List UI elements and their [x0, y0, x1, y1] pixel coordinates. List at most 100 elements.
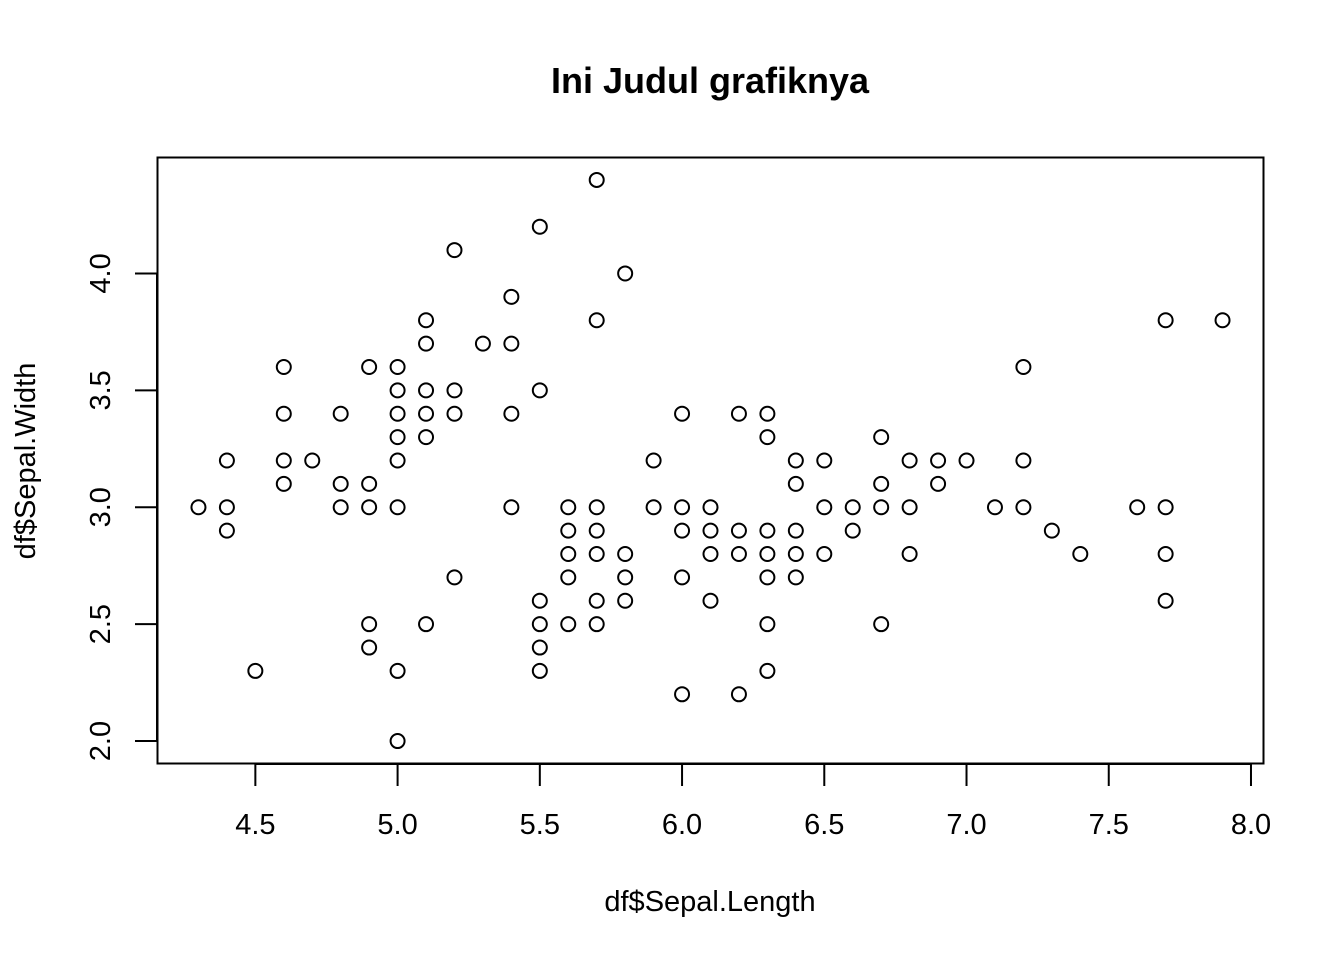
data-point [674, 686, 691, 703]
data-point [588, 499, 605, 516]
data-point [418, 312, 435, 329]
data-point [503, 499, 520, 516]
data-point [588, 522, 605, 539]
data-point [1157, 499, 1174, 516]
data-point [617, 569, 634, 586]
data-point [787, 475, 804, 492]
data-point [873, 475, 890, 492]
data-point [531, 616, 548, 633]
data-point [1072, 546, 1089, 563]
data-point [759, 662, 776, 679]
data-point [560, 522, 577, 539]
data-point [588, 171, 605, 188]
data-point [816, 499, 833, 516]
data-point [674, 569, 691, 586]
data-point [816, 546, 833, 563]
x-tick-label: 5.5 [520, 809, 560, 841]
data-point [1214, 312, 1231, 329]
data-point [901, 546, 918, 563]
data-point [389, 499, 406, 516]
data-point [759, 429, 776, 446]
data-point [588, 592, 605, 609]
x-axis-label: df$Sepal.Length [604, 886, 815, 918]
data-point [389, 405, 406, 422]
data-point [531, 382, 548, 399]
data-point [446, 405, 463, 422]
data-points [190, 171, 1231, 750]
data-point [361, 639, 378, 656]
data-point [645, 499, 662, 516]
y-tick-label: 3.0 [85, 487, 117, 527]
data-point [1015, 499, 1032, 516]
data-point [275, 475, 292, 492]
data-point [730, 405, 747, 422]
data-point [218, 522, 235, 539]
data-point [730, 546, 747, 563]
data-point [986, 499, 1003, 516]
data-point [1157, 312, 1174, 329]
data-point [361, 499, 378, 516]
x-tick-label: 7.0 [946, 809, 986, 841]
data-point [560, 546, 577, 563]
data-point [389, 452, 406, 469]
data-point [759, 616, 776, 633]
data-point [503, 335, 520, 352]
data-point [247, 662, 264, 679]
data-point [418, 429, 435, 446]
data-point [389, 662, 406, 679]
data-point [588, 616, 605, 633]
data-point [531, 218, 548, 235]
x-tick-label: 4.5 [235, 809, 275, 841]
data-point [787, 522, 804, 539]
data-point [560, 499, 577, 516]
data-point [218, 499, 235, 516]
data-point [531, 639, 548, 656]
data-point [901, 452, 918, 469]
data-point [787, 546, 804, 563]
data-point [361, 358, 378, 375]
x-axis: 4.5 5.0 5.5 6.0 6.5 7.0 7.5 8.0 [235, 763, 1271, 841]
data-point [901, 499, 918, 516]
data-point [361, 616, 378, 633]
data-point [332, 499, 349, 516]
data-point [873, 499, 890, 516]
data-point [844, 499, 861, 516]
x-tick-label: 6.0 [662, 809, 702, 841]
data-point [361, 475, 378, 492]
chart-title: Ini Judul grafiknya [551, 60, 870, 101]
data-point [873, 616, 890, 633]
data-point [503, 288, 520, 305]
data-point [1015, 358, 1032, 375]
data-point [190, 499, 207, 516]
plot-frame [156, 156, 1265, 765]
data-point [389, 429, 406, 446]
data-point [617, 546, 634, 563]
data-point [702, 499, 719, 516]
data-point [787, 569, 804, 586]
data-point [418, 616, 435, 633]
data-point [759, 405, 776, 422]
data-point [702, 522, 719, 539]
data-point [759, 546, 776, 563]
data-point [645, 452, 662, 469]
y-axis: 2.0 2.5 3.0 3.5 4.0 [85, 253, 158, 761]
data-point [730, 522, 747, 539]
y-tick-label: 2.5 [85, 604, 117, 644]
data-point [418, 335, 435, 352]
data-point [617, 592, 634, 609]
data-point [759, 569, 776, 586]
data-point [787, 452, 804, 469]
data-point [474, 335, 491, 352]
y-tick-label: 3.5 [85, 370, 117, 410]
data-point [389, 358, 406, 375]
data-point [275, 405, 292, 422]
data-point [560, 616, 577, 633]
data-point [1157, 592, 1174, 609]
data-point [1157, 546, 1174, 563]
data-point [531, 662, 548, 679]
data-point [275, 452, 292, 469]
y-axis-label: df$Sepal.Width [10, 363, 42, 560]
data-point [503, 405, 520, 422]
data-point [844, 522, 861, 539]
